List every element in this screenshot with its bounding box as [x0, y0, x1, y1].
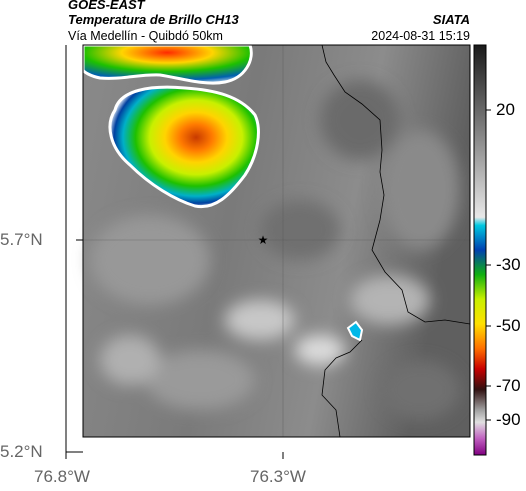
colorbar-label: 20	[496, 100, 515, 119]
department-boundary	[321, 44, 471, 325]
department-boundary-south	[321, 339, 363, 438]
lon-tick-label: 76.8°W	[34, 467, 90, 486]
lon-tick-label: 76.3°W	[250, 467, 306, 486]
product-title: Temperatura de Brillo CH13	[68, 12, 239, 27]
datetime-label: 2024-08-31 15:19	[371, 29, 470, 43]
colorbar-label: -50	[496, 316, 521, 335]
cloud-texture	[90, 80, 460, 420]
colorbar	[473, 44, 487, 456]
region-subtitle: Vía Medellín - Quibdó 50km	[68, 29, 223, 43]
lat-tick-label: 5.2°N	[0, 442, 43, 461]
source-label: SIATA	[432, 12, 470, 27]
colorbar-label: -90	[496, 410, 521, 429]
convective-cloud-top	[81, 43, 253, 85]
colorbar-label: -70	[496, 376, 521, 395]
map-frame	[82, 44, 471, 438]
colorbar-label: -30	[496, 255, 521, 274]
cold-spot	[346, 320, 364, 342]
convective-cloud-main	[108, 85, 260, 209]
location-star-icon: ★	[258, 233, 269, 247]
satellite-label: GOES-EAST	[68, 0, 145, 12]
lat-tick-label: 5.7°N	[0, 230, 43, 249]
